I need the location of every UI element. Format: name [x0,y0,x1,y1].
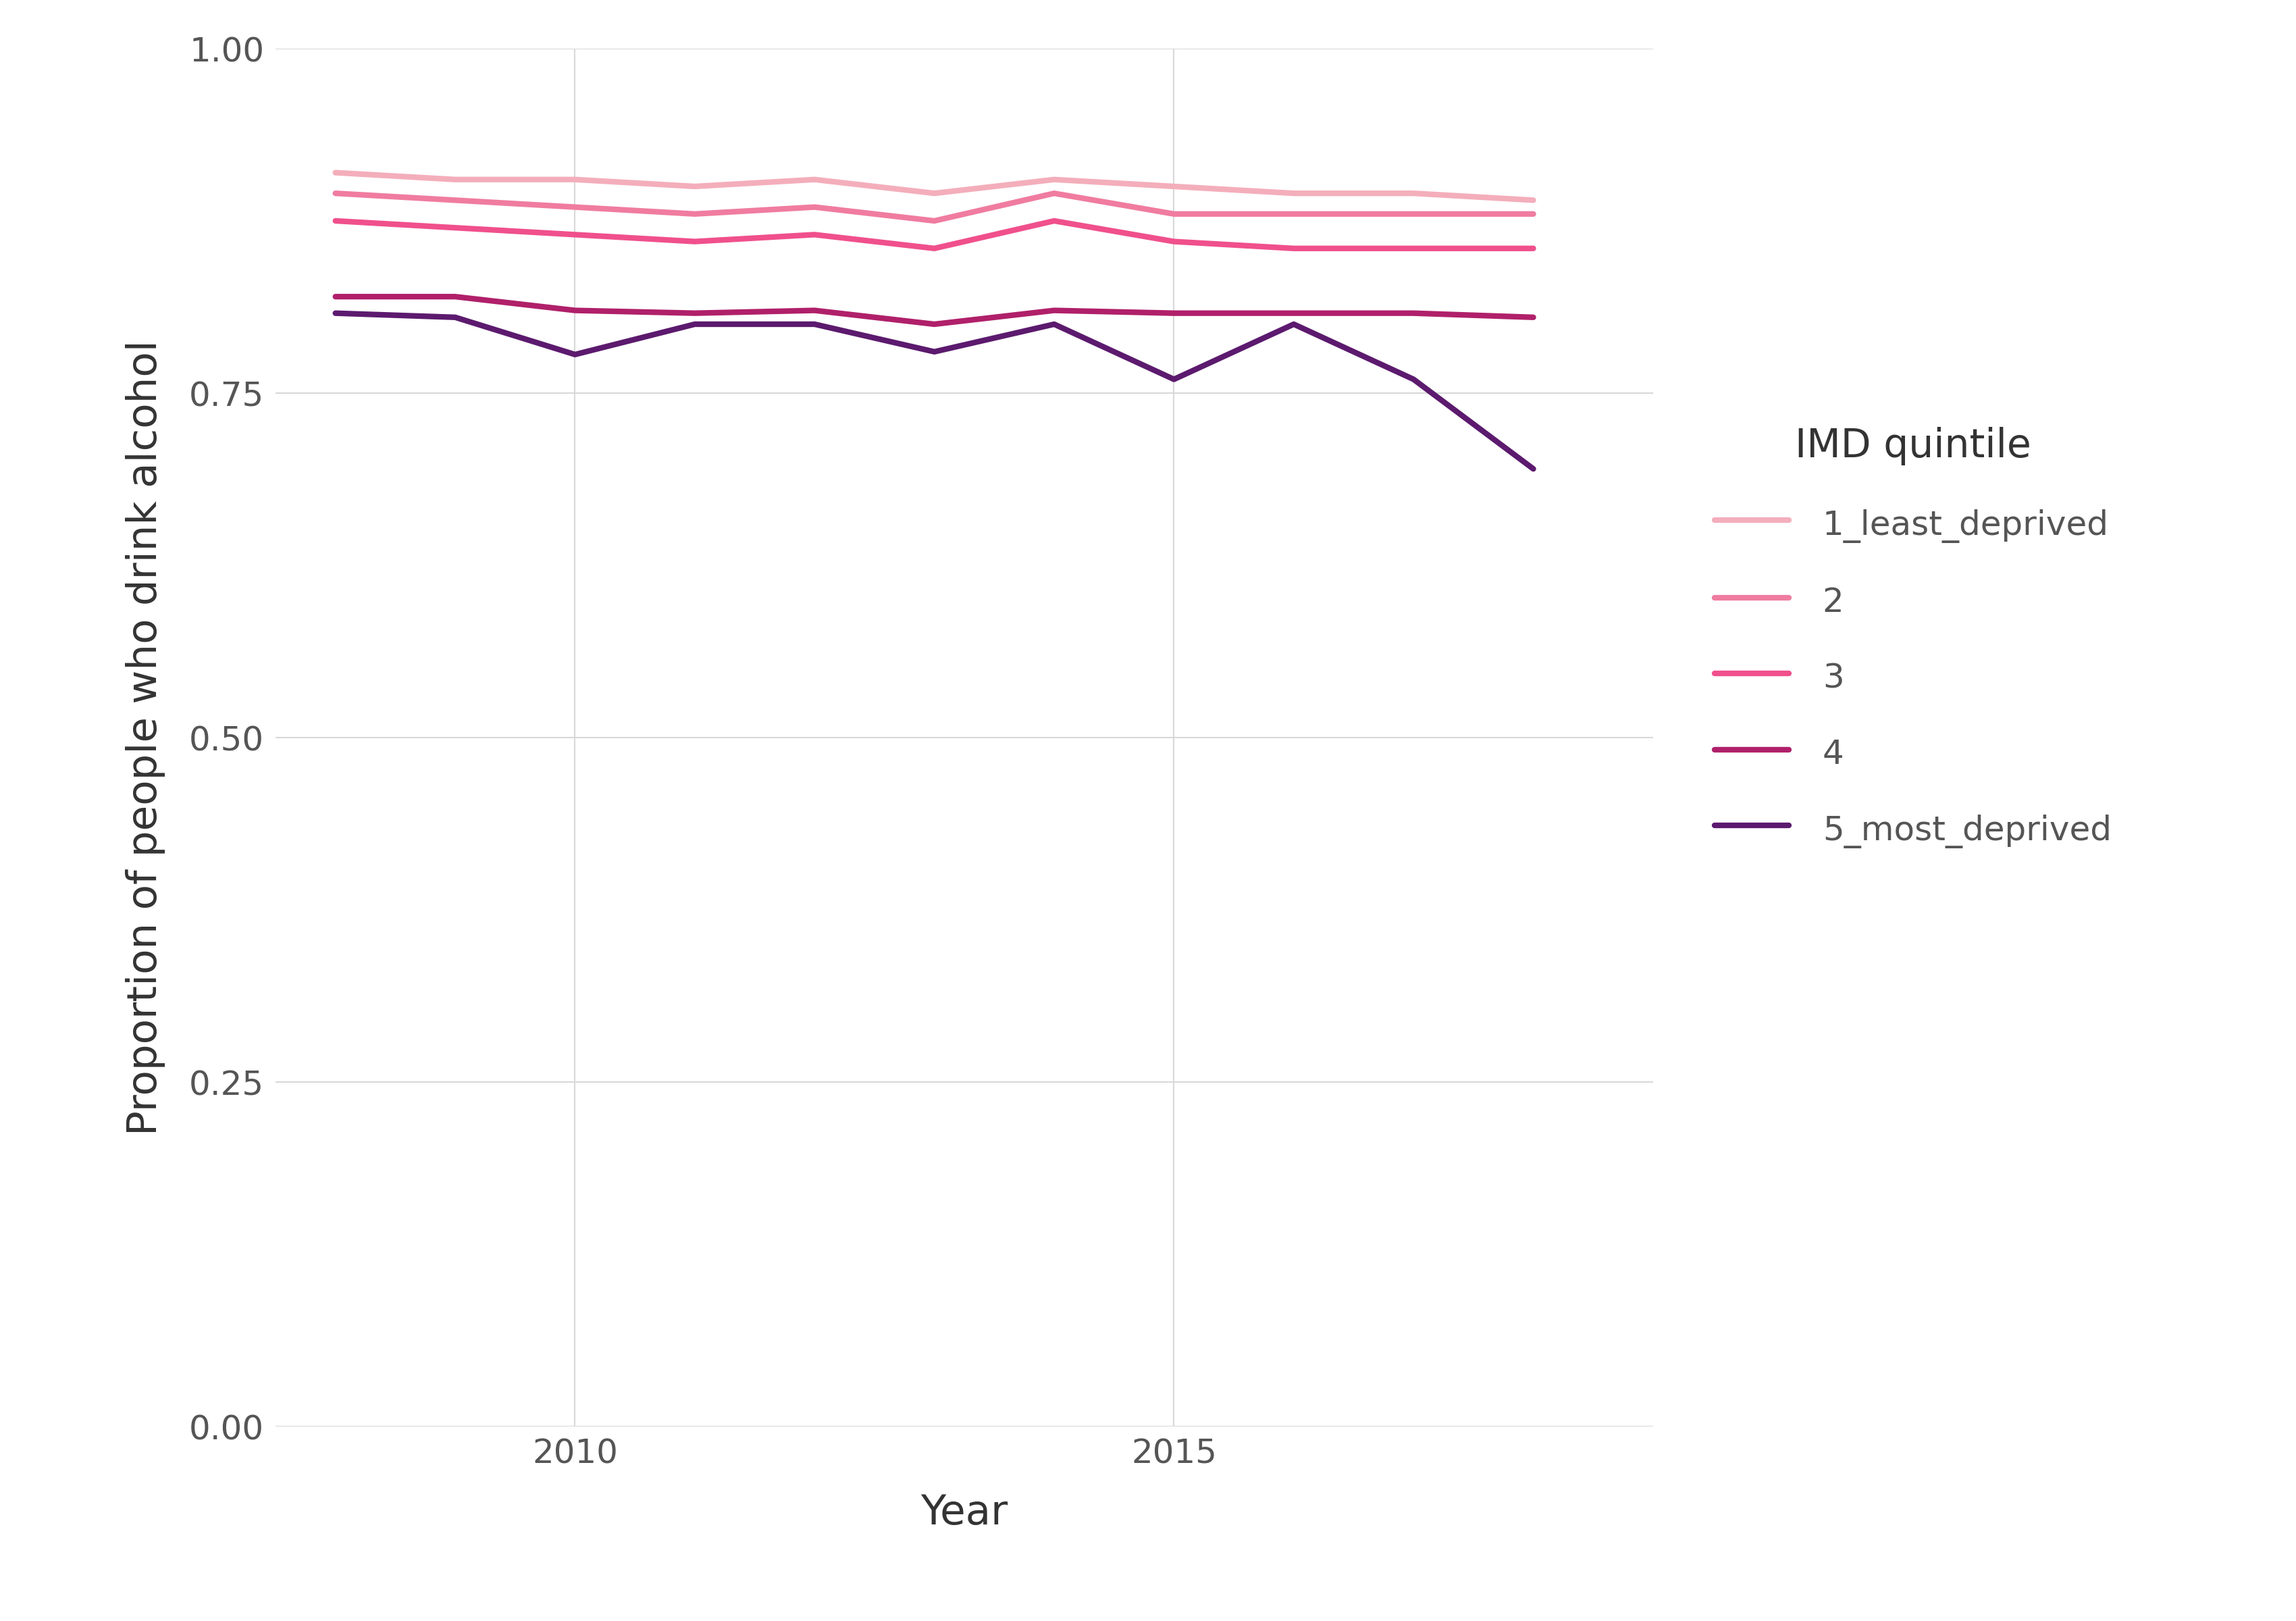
2 [321,183,349,203]
4 [1279,303,1306,323]
5_most_deprived [560,345,588,365]
1_least_deprived [560,170,588,190]
2 [441,190,468,209]
5_most_deprived [1040,314,1068,334]
4 [801,300,829,319]
2 [1401,204,1428,224]
3 [1040,211,1068,230]
1_least_deprived [441,170,468,190]
Line: 2: 2 [335,193,1534,220]
Legend: 1_least_deprived, 2, 3, 4, 5_most_deprived: 1_least_deprived, 2, 3, 4, 5_most_depriv… [1697,410,2128,866]
3 [321,211,349,230]
1_least_deprived [1159,177,1187,196]
Line: 3: 3 [335,220,1534,248]
3 [1401,238,1428,258]
3 [921,238,948,258]
1_least_deprived [921,183,948,203]
4 [441,287,468,306]
5_most_deprived [1401,370,1428,389]
1_least_deprived [682,177,709,196]
2 [560,198,588,217]
4 [921,314,948,334]
2 [801,198,829,217]
4 [1040,300,1068,319]
3 [682,232,709,251]
4 [1520,308,1548,327]
1_least_deprived [1520,190,1548,209]
3 [801,225,829,245]
2 [921,211,948,230]
Line: 5_most_deprived: 5_most_deprived [335,313,1534,468]
2 [1040,183,1068,203]
1_least_deprived [1279,183,1306,203]
2 [682,204,709,224]
3 [1159,232,1187,251]
5_most_deprived [1279,314,1306,334]
2 [1159,204,1187,224]
2 [1520,204,1548,224]
1_least_deprived [801,170,829,190]
1_least_deprived [1040,170,1068,190]
4 [682,303,709,323]
5_most_deprived [441,308,468,327]
4 [1159,303,1187,323]
2 [1279,204,1306,224]
3 [1279,238,1306,258]
X-axis label: Year: Year [921,1493,1008,1533]
4 [560,300,588,319]
3 [441,217,468,237]
5_most_deprived [321,303,349,323]
5_most_deprived [801,314,829,334]
1_least_deprived [1401,183,1428,203]
5_most_deprived [921,342,948,361]
5_most_deprived [1520,459,1548,478]
1_least_deprived [321,162,349,182]
5_most_deprived [1159,370,1187,389]
Line: 1_least_deprived: 1_least_deprived [335,172,1534,199]
4 [1401,303,1428,323]
3 [560,225,588,245]
Line: 4: 4 [335,297,1534,324]
3 [1520,238,1548,258]
4 [321,287,349,306]
5_most_deprived [682,314,709,334]
Y-axis label: Proportion of people who drink alcohol: Proportion of people who drink alcohol [126,340,165,1135]
